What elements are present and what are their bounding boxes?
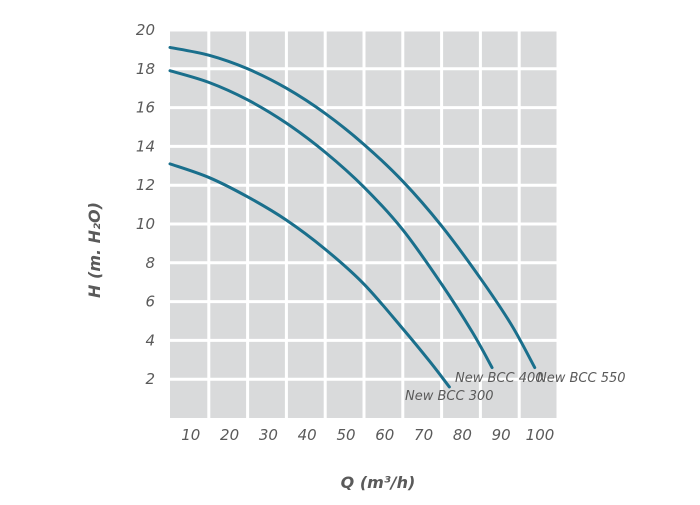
y-tick-labels: 2 4 6 8 10 12 14 16 18 20 — [136, 21, 155, 388]
series-line-2 — [168, 45, 537, 370]
x-tick-label: 40 — [298, 426, 317, 444]
curves — [168, 45, 537, 389]
x-tick-label: 50 — [336, 426, 355, 444]
series-line-1 — [168, 69, 494, 370]
series-label: New BCC 550 — [537, 371, 626, 386]
y-tick-label: 2 — [145, 370, 155, 388]
x-tick-label: 100 — [526, 426, 555, 444]
series-line-0 — [168, 162, 451, 389]
x-tick-label: 90 — [492, 426, 511, 444]
grid — [170, 28, 560, 418]
x-tick-label: 30 — [259, 426, 278, 444]
x-tick-labels: 10 20 30 40 50 60 70 80 90 100 — [181, 426, 554, 444]
x-tick-label: 10 — [181, 426, 200, 444]
y-tick-label: 20 — [136, 21, 155, 39]
y-tick-label: 10 — [136, 215, 155, 233]
y-axis-label: H (m. H₂O) — [85, 202, 104, 298]
series-label: New BCC 400 — [455, 371, 544, 386]
x-tick-label: 20 — [220, 426, 239, 444]
y-tick-label: 6 — [145, 293, 155, 311]
y-tick-label: 8 — [145, 254, 155, 272]
y-tick-label: 18 — [136, 60, 155, 78]
x-axis-label: Q (m³/h) — [341, 473, 416, 492]
x-tick-label: 80 — [453, 426, 472, 444]
y-tick-label: 16 — [136, 99, 155, 117]
y-tick-label: 4 — [145, 331, 155, 349]
y-tick-label: 12 — [136, 176, 155, 194]
x-tick-label: 60 — [375, 426, 394, 444]
y-tick-label: 14 — [136, 137, 155, 155]
series-label: New BCC 300 — [405, 389, 494, 404]
x-tick-label: 70 — [414, 426, 433, 444]
